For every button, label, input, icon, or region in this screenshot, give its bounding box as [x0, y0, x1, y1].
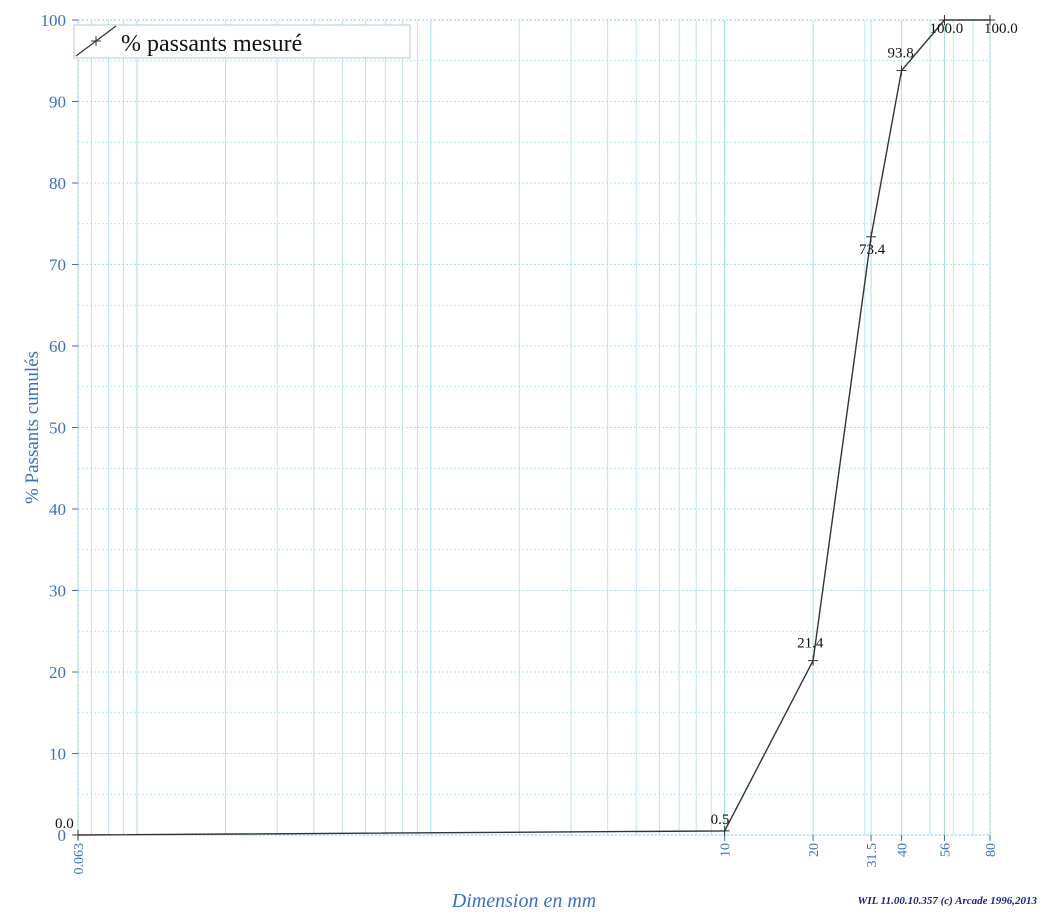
data-point — [808, 655, 819, 666]
data-label: 0.0 — [55, 816, 74, 832]
y-tick-label: 90 — [49, 93, 66, 112]
x-tick-label: 40 — [896, 843, 911, 857]
data-label: 0.5 — [711, 812, 730, 828]
gridlines — [77, 19, 991, 836]
y-tick-label: 80 — [49, 174, 66, 193]
software-credit: WIL 11.00.10.357 (c) Arcade 1996,2013 — [857, 895, 1037, 907]
data-label: 73.4 — [859, 242, 886, 258]
data-label: 21.4 — [797, 636, 824, 652]
legend-label: % passants mesuré — [121, 31, 302, 57]
data-label: 93.8 — [888, 46, 914, 62]
y-tick-label: 30 — [49, 582, 66, 601]
x-tick-label: 10 — [719, 843, 734, 857]
data-point — [985, 15, 995, 25]
data-point — [896, 65, 907, 76]
legend: % passants mesuré — [73, 24, 411, 59]
y-tick-label: 0 — [58, 826, 67, 845]
y-tick-label: 100 — [41, 11, 67, 30]
data-label: 100.0 — [984, 21, 1018, 37]
data-markers — [73, 15, 995, 840]
y-tick-label: 40 — [49, 500, 66, 519]
legend-box — [73, 24, 411, 59]
y-tick-labels: 0 10 20 30 40 50 60 70 80 90 100 — [41, 11, 78, 845]
x-tick-label: 56 — [938, 843, 953, 857]
data-label: 100.0 — [929, 21, 963, 37]
y-tick-label: 70 — [49, 256, 66, 275]
data-point — [73, 830, 83, 840]
data-labels: 0.0 0.5 21.4 73.4 93.8 100.0 100.0 — [55, 21, 1018, 832]
data-point — [939, 15, 950, 25]
x-tick-label: 0.063 — [72, 843, 87, 875]
x-tick-label: 80 — [984, 843, 999, 857]
y-tick-label: 50 — [49, 419, 66, 438]
x-axis-title: Dimension en mm — [451, 890, 596, 912]
plot-frame — [77, 19, 991, 836]
data-point — [719, 825, 730, 836]
x-tick-label: 31.5 — [865, 843, 880, 868]
y-tick-label: 20 — [49, 663, 66, 682]
y-tick-label: 10 — [49, 745, 66, 764]
y-axis-title: % Passants cumulés — [22, 351, 43, 504]
data-point — [866, 231, 877, 242]
x-tick-labels: 0.063 10 20 31.5 40 56 80 — [72, 835, 999, 875]
x-tick-label: 20 — [807, 843, 822, 857]
y-tick-label: 60 — [49, 337, 66, 356]
